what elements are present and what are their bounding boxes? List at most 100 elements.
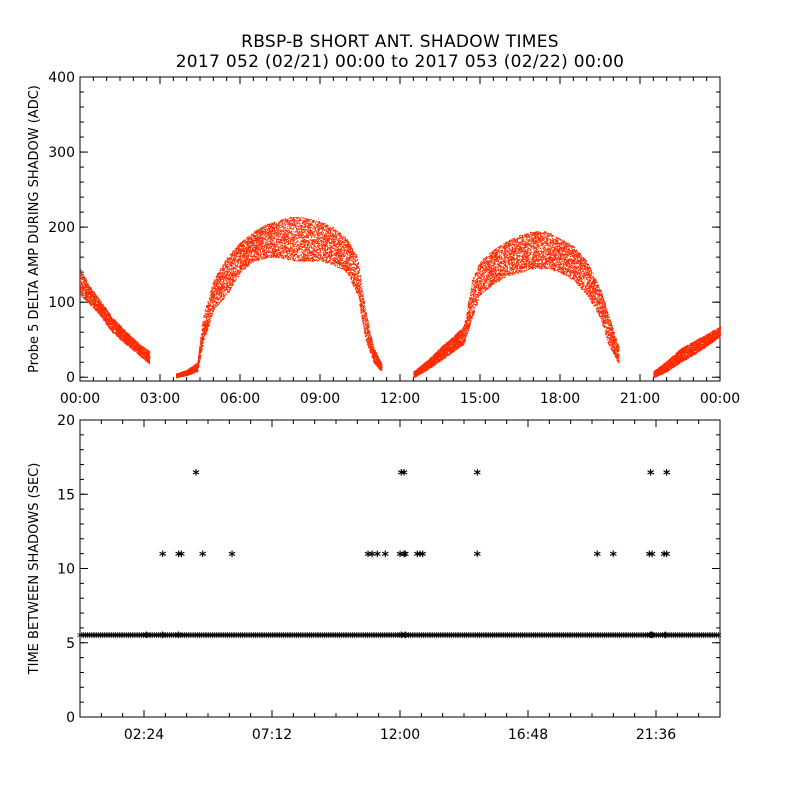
- amp-point: [90, 300, 92, 302]
- x-tick-label: 21:00: [620, 391, 660, 407]
- amp-point: [207, 301, 209, 303]
- amp-point: [245, 263, 247, 265]
- amp-point: [85, 281, 87, 283]
- amp-point: [214, 306, 216, 308]
- amp-point: [138, 353, 140, 355]
- amp-point: [117, 325, 119, 327]
- amp-point: [98, 310, 100, 312]
- amp-point: [218, 273, 220, 275]
- amp-point: [118, 337, 120, 339]
- amp-point: [233, 256, 235, 258]
- amp-point: [140, 346, 142, 348]
- amp-point: [205, 323, 207, 325]
- amp-point: [102, 317, 104, 319]
- amp-point: [226, 264, 228, 266]
- amp-point: [126, 341, 128, 343]
- amp-point: [223, 284, 225, 286]
- amp-point: [212, 289, 214, 291]
- amp-point: [213, 294, 215, 296]
- amp-point: [88, 286, 90, 288]
- amp-point: [245, 257, 247, 259]
- amp-point: [196, 364, 198, 366]
- amp-point: [136, 343, 138, 345]
- amp-point: [116, 329, 118, 331]
- amp-point: [223, 268, 225, 270]
- amp-point: [222, 273, 224, 275]
- amp-point: [247, 249, 249, 251]
- amp-point: [145, 360, 147, 362]
- amp-point: [226, 268, 228, 270]
- amp-point: [211, 292, 213, 294]
- amp-point: [89, 291, 91, 293]
- amp-point: [215, 287, 217, 289]
- amp-point: [124, 332, 126, 334]
- amp-point: [240, 241, 242, 243]
- amp-point: [234, 273, 236, 275]
- amp-point: [88, 291, 90, 293]
- amp-point: [121, 340, 123, 342]
- amp-point: [126, 333, 128, 335]
- amp-point: [214, 297, 216, 299]
- amp-point: [91, 296, 93, 298]
- amp-point: [222, 282, 224, 284]
- amp-point: [196, 371, 198, 373]
- amp-point: [201, 349, 203, 351]
- amp-point: [237, 253, 239, 255]
- amp-point: [232, 276, 234, 278]
- amp-point: [120, 327, 122, 329]
- amp-point: [187, 369, 189, 371]
- amp-point: [232, 270, 234, 272]
- amp-point: [238, 269, 240, 271]
- amp-point: [201, 333, 203, 335]
- amp-point: [110, 329, 112, 331]
- amp-point: [214, 279, 216, 281]
- amp-point: [220, 299, 222, 301]
- amp-point: [202, 341, 204, 343]
- amp-point: [231, 265, 233, 267]
- amp-point: [229, 289, 231, 291]
- amp-point: [193, 371, 195, 373]
- amp-point: [89, 289, 91, 291]
- amp-point: [139, 354, 141, 356]
- amp-point: [201, 348, 203, 350]
- amp-point: [211, 289, 213, 291]
- amp-point: [99, 303, 101, 305]
- amp-point: [146, 352, 148, 354]
- amp-point: [134, 347, 136, 349]
- amp-point: [228, 257, 230, 259]
- amp-point: [226, 266, 228, 268]
- amp-point: [92, 291, 94, 293]
- amp-point: [231, 283, 233, 285]
- amp-point: [221, 278, 223, 280]
- amp-point: [139, 354, 141, 356]
- amp-point: [95, 299, 97, 301]
- amp-point: [108, 320, 110, 322]
- amp-point: [245, 241, 247, 243]
- amp-point: [247, 243, 249, 245]
- amp-point: [84, 298, 86, 300]
- amp-point: [101, 316, 103, 318]
- amp-point: [202, 327, 204, 329]
- amp-point: [112, 322, 114, 324]
- amp-point: [91, 292, 93, 294]
- amp-point: [105, 315, 107, 317]
- amp-point: [111, 323, 113, 325]
- amp-point: [89, 301, 91, 303]
- amp-point: [81, 286, 83, 288]
- amp-point: [84, 292, 86, 294]
- amp-point: [103, 306, 105, 308]
- amp-point: [211, 308, 213, 310]
- amp-point: [83, 281, 85, 283]
- amp-point: [246, 256, 248, 258]
- amp-panel: 00:00 03:00 06:00 09:00 12:00 15:00 18:00 21:00…: [27, 70, 740, 407]
- amp-point: [86, 300, 88, 302]
- amp-point: [219, 270, 221, 272]
- amp-point: [235, 254, 237, 256]
- amp-point: [218, 296, 220, 298]
- amp-point: [181, 374, 183, 376]
- amp-point: [221, 293, 223, 295]
- amp-point: [87, 284, 89, 286]
- amp-point: [144, 356, 146, 358]
- amp-point: [190, 368, 192, 370]
- amp-point: [139, 348, 141, 350]
